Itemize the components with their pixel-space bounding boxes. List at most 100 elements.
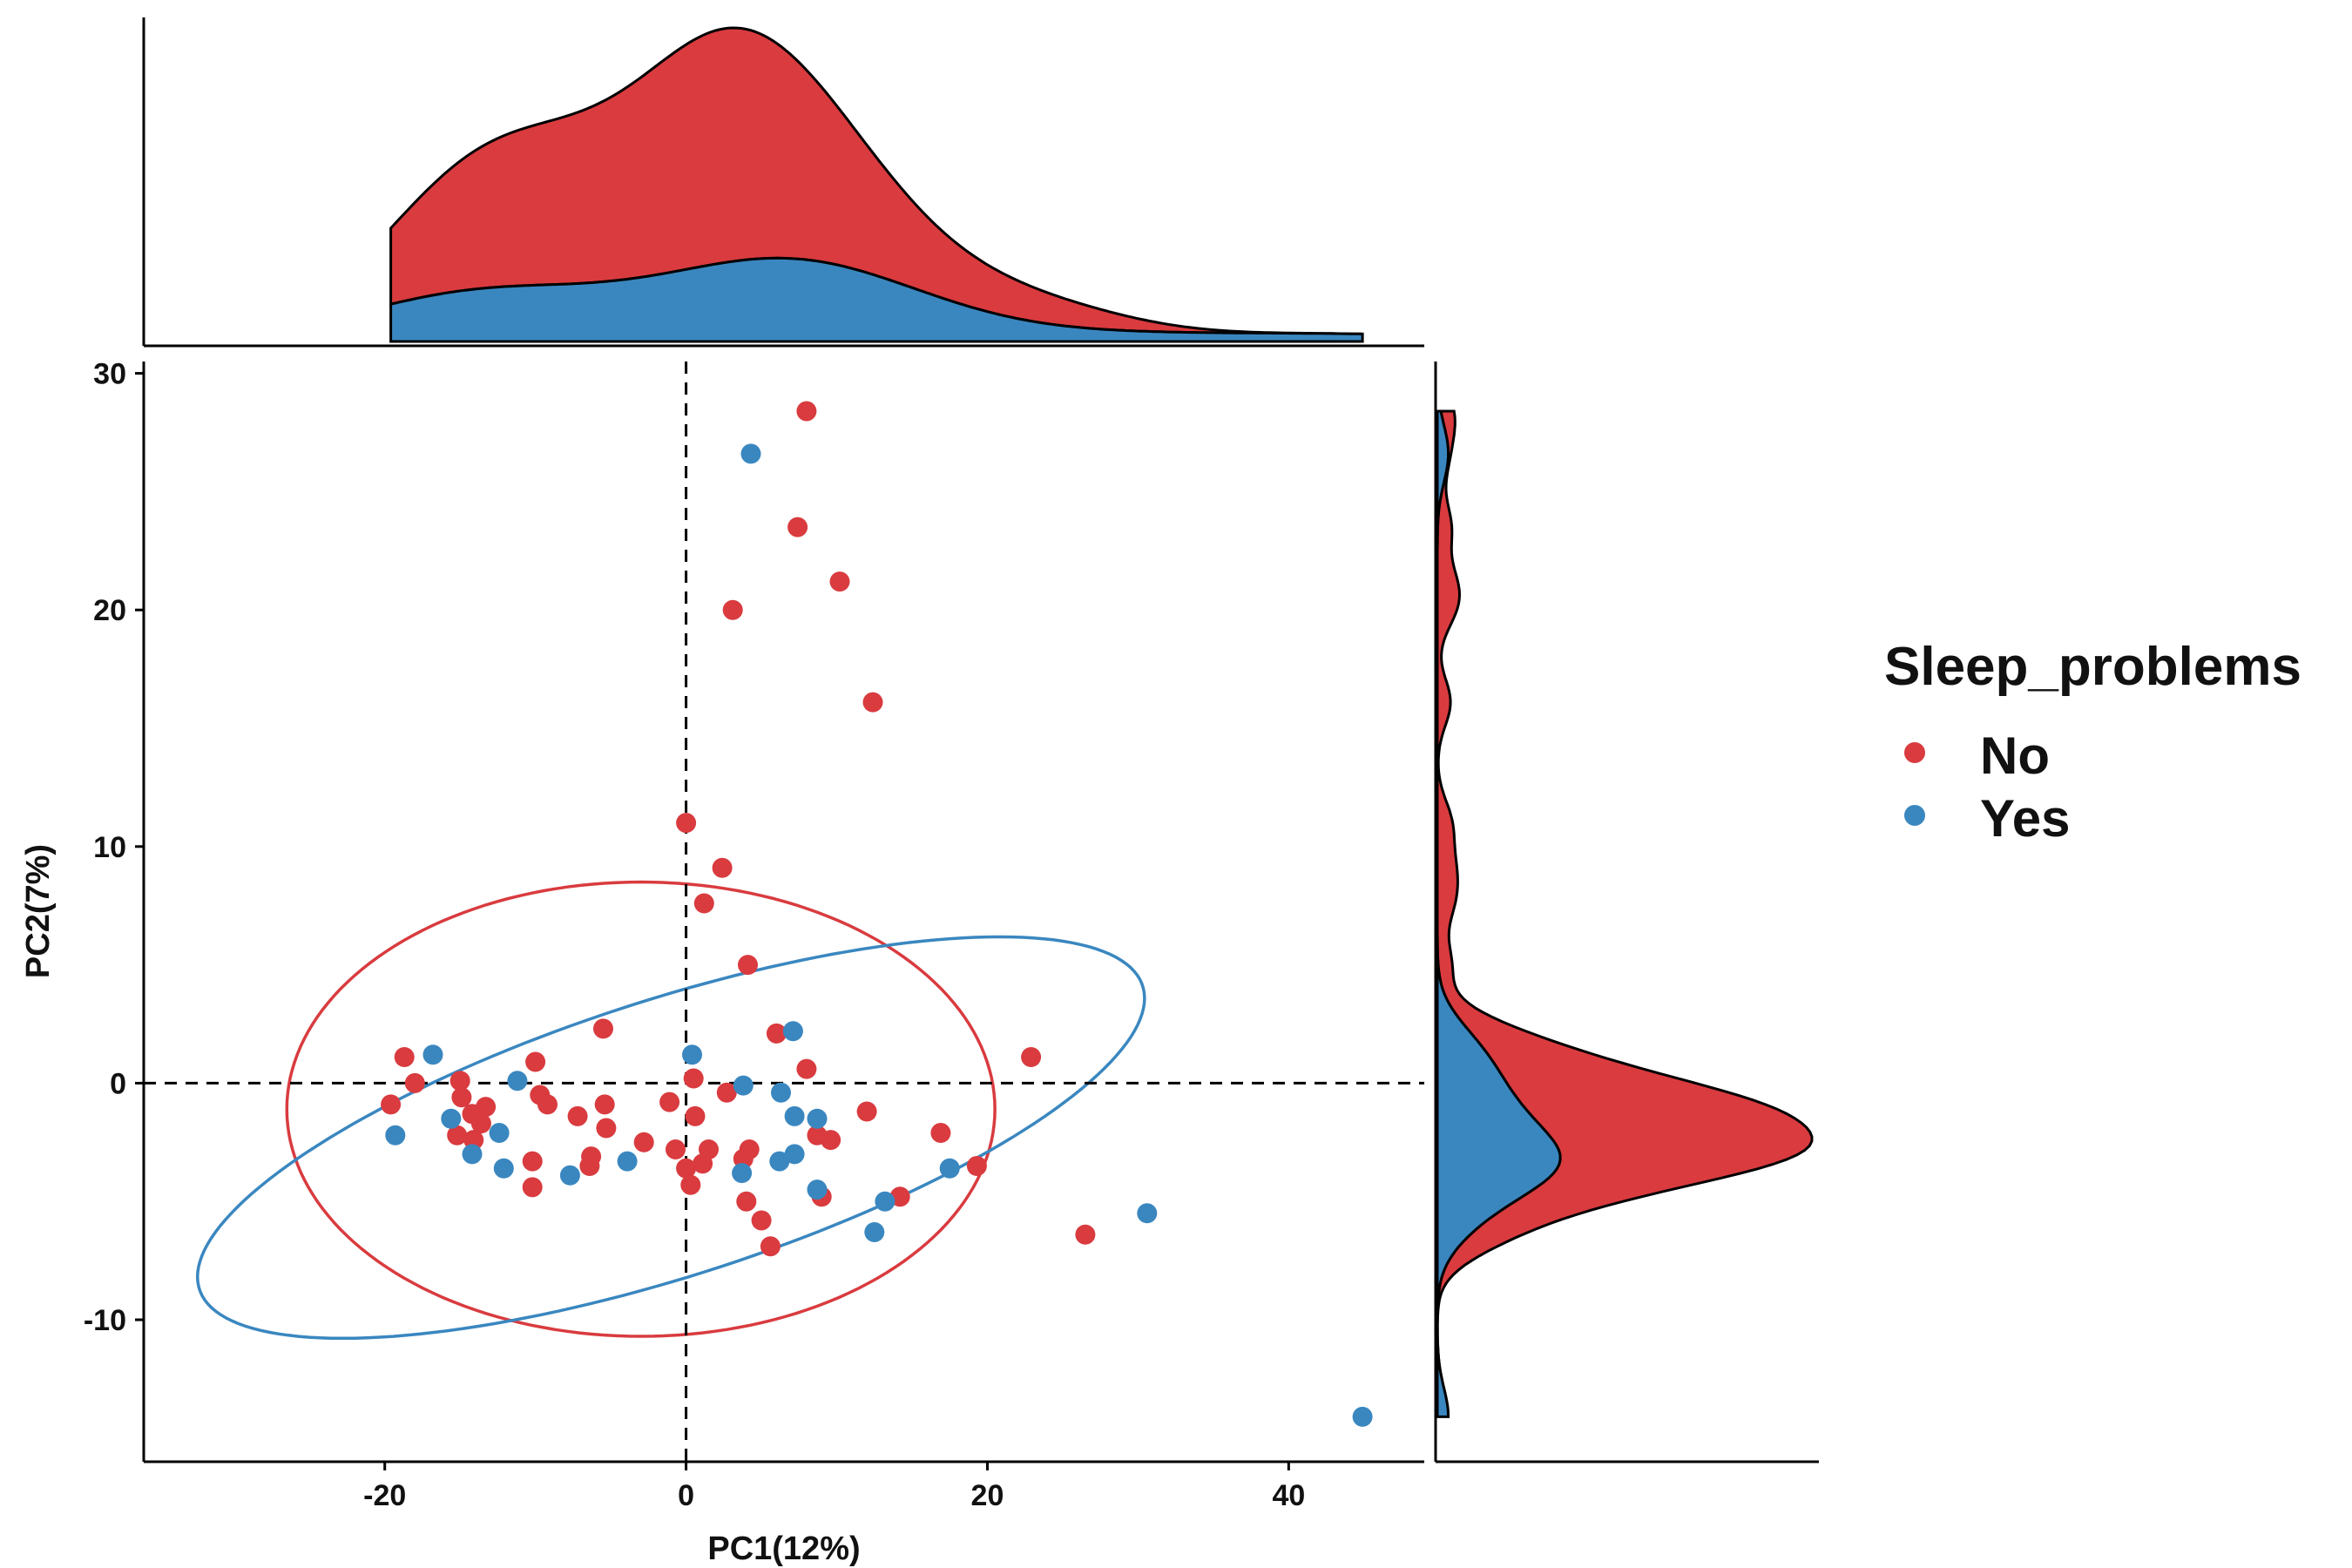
point-no xyxy=(596,1118,617,1139)
point-yes xyxy=(422,1044,443,1065)
point-no xyxy=(593,1018,613,1039)
point-yes xyxy=(462,1144,483,1165)
point-no xyxy=(633,1132,654,1152)
point-no xyxy=(796,401,817,422)
x-tick-label: 20 xyxy=(971,1479,1004,1512)
y-tick-label: -10 xyxy=(84,1304,126,1337)
point-no xyxy=(404,1072,425,1093)
point-yes xyxy=(784,1105,805,1126)
point-yes xyxy=(807,1179,828,1200)
legend-marker-yes xyxy=(1904,805,1925,826)
x-tick-label: -20 xyxy=(363,1479,406,1512)
point-no xyxy=(522,1151,543,1172)
point-no xyxy=(751,1210,772,1231)
right-density-no xyxy=(1436,409,1814,1417)
point-yes xyxy=(617,1151,638,1172)
point-yes xyxy=(740,443,761,464)
point-no xyxy=(738,955,758,976)
point-no xyxy=(856,1101,877,1122)
point-no xyxy=(579,1156,600,1176)
y-axis-ticks: -10 0 10 20 30 xyxy=(84,358,144,1337)
y-tick-label: 0 xyxy=(110,1067,126,1100)
point-no xyxy=(829,571,850,592)
point-no xyxy=(716,1082,737,1103)
point-no xyxy=(766,1023,787,1044)
point-no xyxy=(930,1123,951,1143)
point-yes xyxy=(493,1158,514,1179)
point-no xyxy=(676,813,697,834)
point-no xyxy=(821,1130,841,1151)
point-yes xyxy=(385,1125,406,1146)
top-density-yes xyxy=(389,256,1364,343)
point-no xyxy=(447,1125,468,1146)
scatter-panel xyxy=(144,362,1424,1462)
point-no xyxy=(796,1058,817,1079)
point-no xyxy=(537,1094,558,1115)
legend-title: Sleep_problems xyxy=(1884,637,2301,697)
point-yes xyxy=(441,1108,462,1129)
point-no xyxy=(685,1105,706,1126)
legend-label-no: No xyxy=(1980,727,2050,785)
point-no xyxy=(862,692,883,713)
point-yes xyxy=(864,1222,885,1242)
point-no xyxy=(470,1113,491,1134)
x-axis-ticks: -20 0 20 40 xyxy=(363,1462,1305,1512)
point-no xyxy=(787,517,808,537)
point-no xyxy=(676,1158,697,1179)
point-yes xyxy=(807,1108,828,1129)
point-yes xyxy=(1352,1406,1373,1427)
right-marginal-density xyxy=(1436,409,1814,1418)
top-marginal-density xyxy=(389,26,1364,343)
point-no xyxy=(659,1092,680,1112)
legend-label-yes: Yes xyxy=(1980,789,2070,848)
legend: Sleep_problems No Yes xyxy=(1884,637,2301,848)
data-points xyxy=(381,401,1373,1427)
point-no xyxy=(522,1177,543,1198)
point-yes xyxy=(782,1021,803,1042)
point-no xyxy=(449,1071,470,1092)
point-no xyxy=(1075,1224,1096,1245)
point-yes xyxy=(559,1165,580,1186)
confidence-ellipses xyxy=(195,880,1146,1341)
ellipse-no xyxy=(285,880,997,1338)
x-axis-title: PC1(12%) xyxy=(707,1531,860,1567)
reference-lines xyxy=(144,362,1424,1462)
point-yes xyxy=(489,1123,510,1143)
y-tick-label: 10 xyxy=(93,831,126,864)
point-yes xyxy=(769,1151,790,1172)
point-no xyxy=(525,1051,546,1072)
x-tick-label: 0 xyxy=(678,1479,694,1512)
legend-marker-no xyxy=(1904,742,1925,763)
y-axis-title: PC2(7%) xyxy=(20,844,57,978)
point-no xyxy=(712,857,733,878)
point-no xyxy=(394,1047,415,1067)
point-no xyxy=(760,1236,781,1257)
point-no xyxy=(451,1087,472,1108)
point-no xyxy=(693,1153,713,1174)
point-yes xyxy=(1137,1203,1158,1224)
ellipse-yes xyxy=(195,935,1146,1341)
point-no xyxy=(966,1156,987,1176)
point-yes xyxy=(939,1158,960,1179)
x-tick-label: 40 xyxy=(1272,1479,1305,1512)
point-yes xyxy=(875,1191,896,1212)
right-density-yes xyxy=(1436,409,1562,1418)
point-yes xyxy=(733,1075,754,1096)
point-no xyxy=(889,1186,910,1207)
y-tick-label: 20 xyxy=(93,594,126,627)
point-yes xyxy=(771,1082,791,1103)
point-no xyxy=(736,1191,757,1212)
point-no xyxy=(1021,1047,1042,1067)
point-no xyxy=(666,1139,686,1159)
point-no xyxy=(381,1094,402,1115)
point-yes xyxy=(784,1144,805,1165)
point-no xyxy=(594,1094,615,1115)
point-no xyxy=(683,1068,704,1089)
point-no xyxy=(693,893,714,914)
point-yes xyxy=(732,1163,753,1184)
point-yes xyxy=(682,1044,702,1065)
point-no xyxy=(680,1174,701,1195)
point-no xyxy=(722,599,743,620)
y-tick-label: 30 xyxy=(93,358,126,391)
